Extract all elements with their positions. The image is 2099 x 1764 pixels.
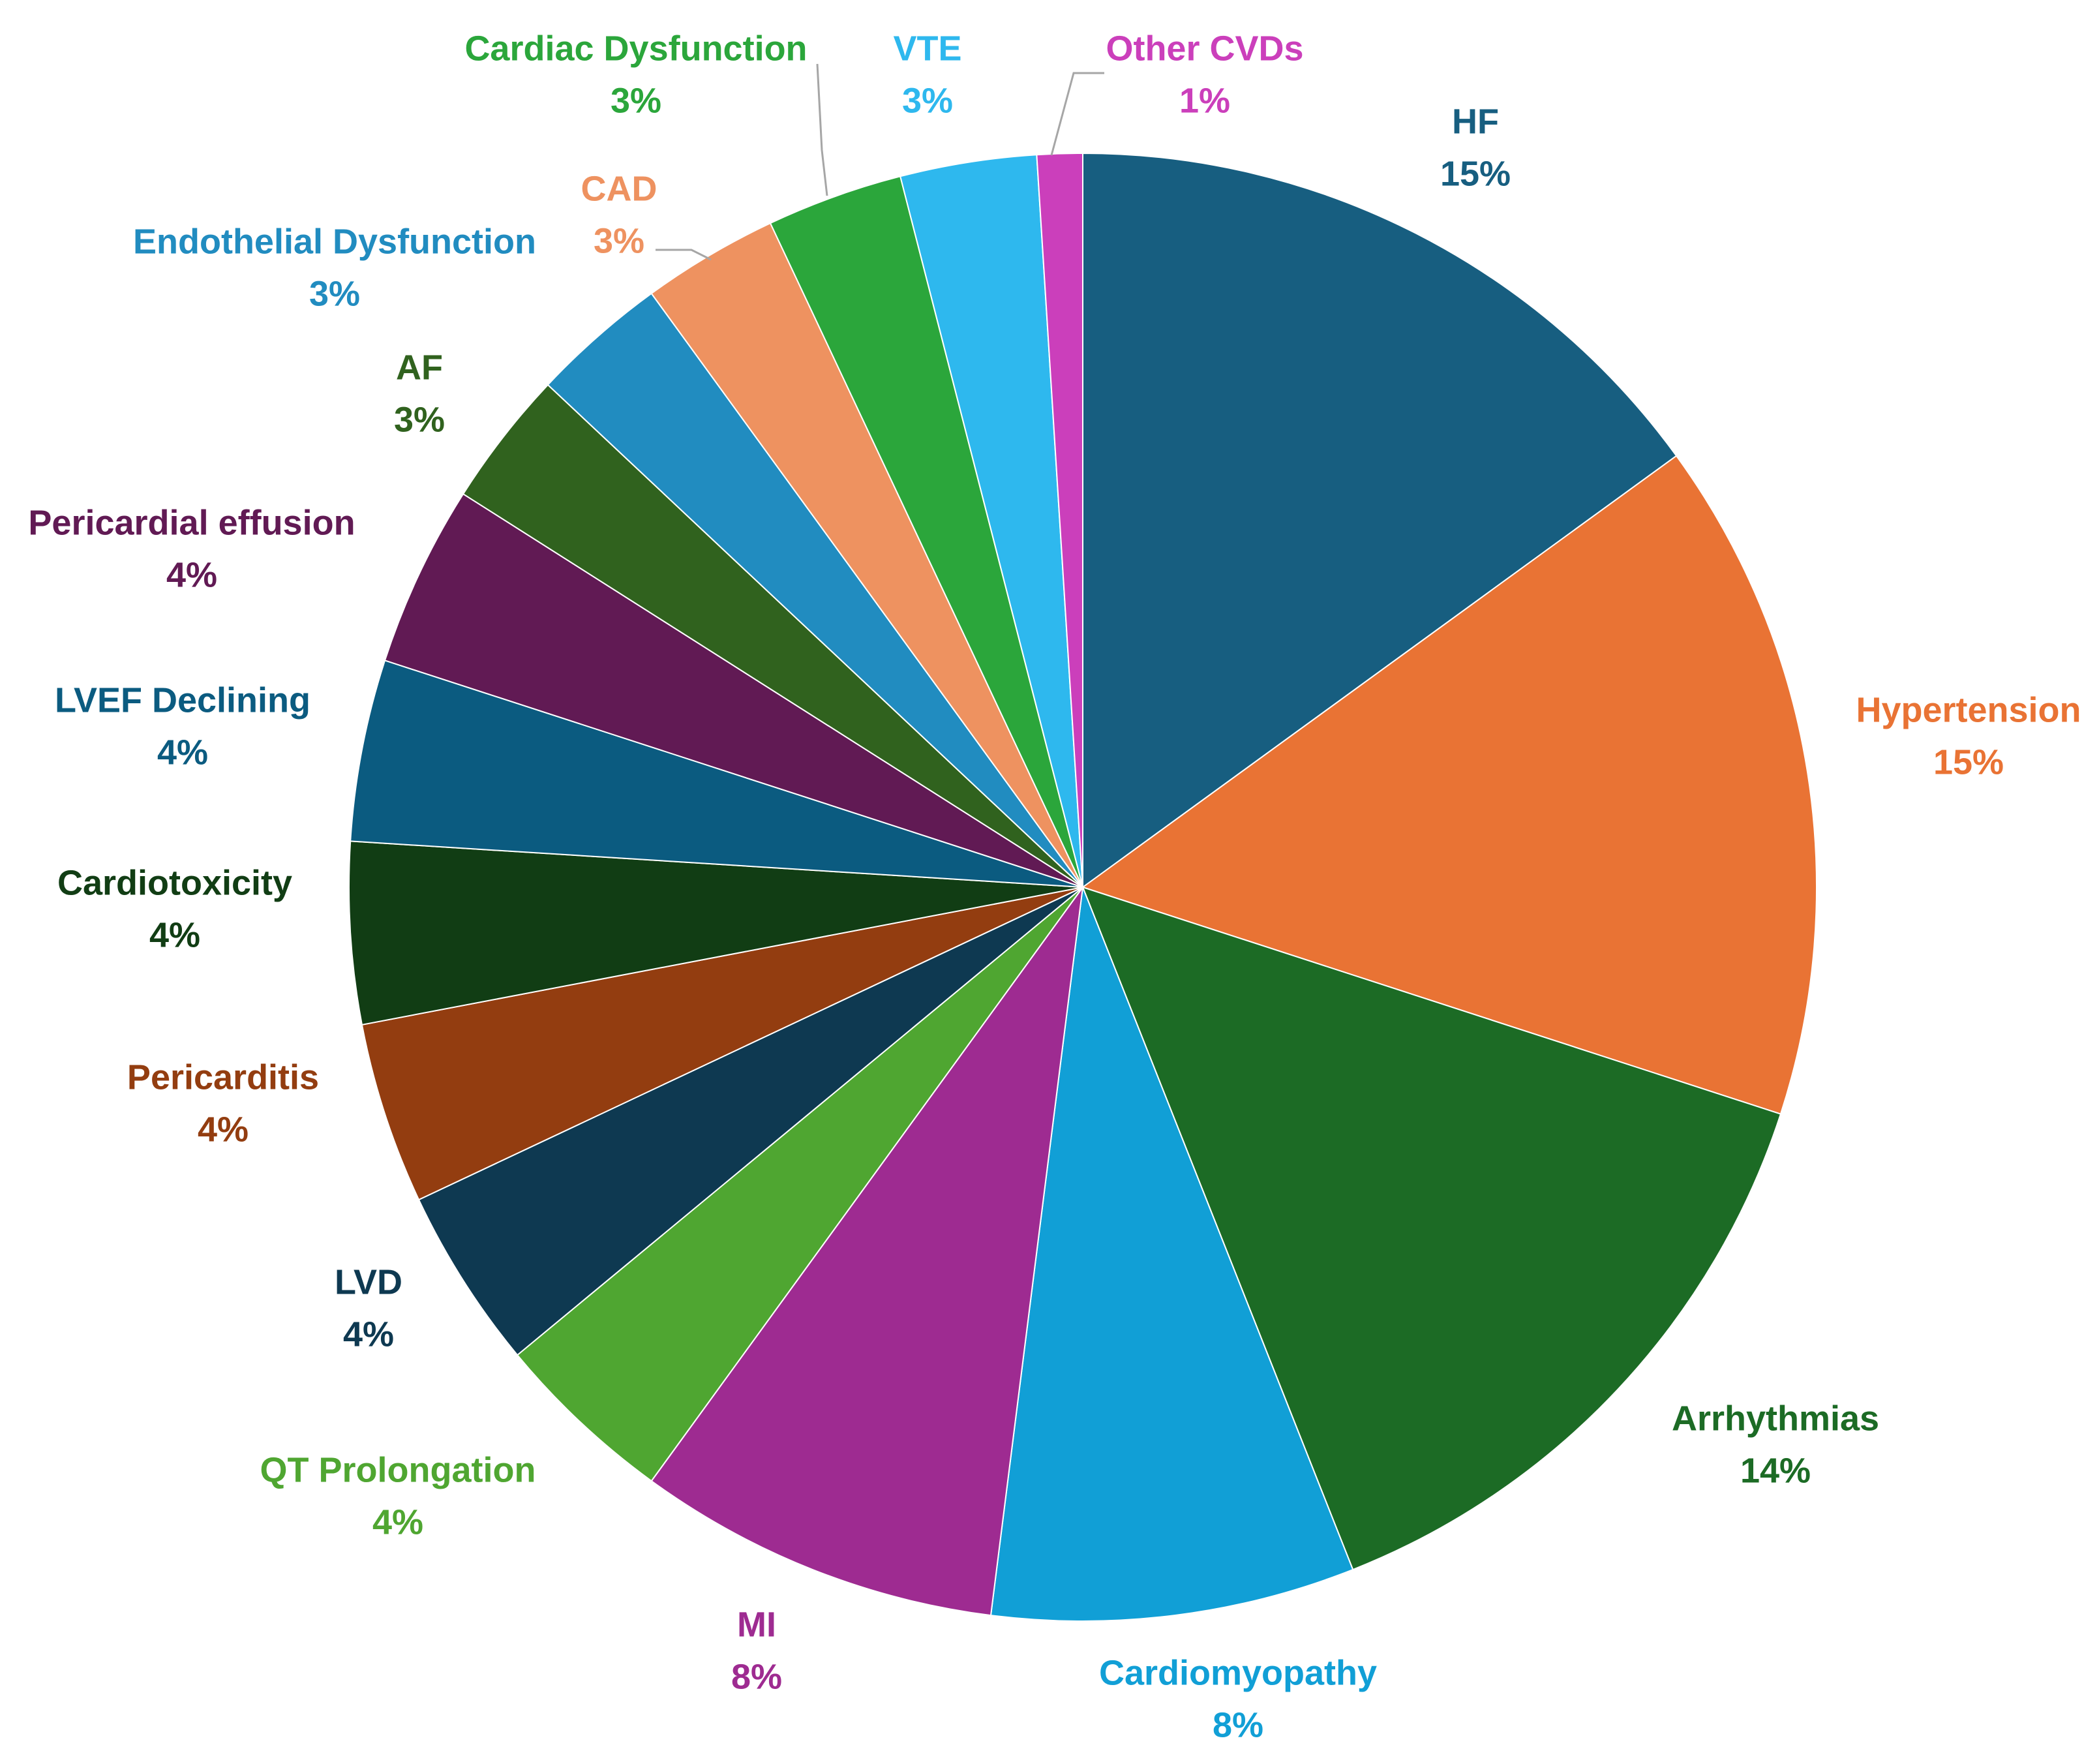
slice-label-cardiomyopathy: Cardiomyopathy xyxy=(1099,1653,1377,1692)
slice-label-hf: HF xyxy=(1452,102,1499,141)
leader-line-cad xyxy=(656,249,712,261)
pie-slices xyxy=(348,152,1817,1622)
slice-label-hypertension: Hypertension xyxy=(1856,690,2081,729)
pie-slice-arrhythmias xyxy=(1081,886,1782,1571)
slice-value-pericarditis: 4% xyxy=(198,1110,249,1149)
pie-slice-lvef-declining xyxy=(350,660,1083,888)
slice-value-other-cvds: 1% xyxy=(1179,81,1230,120)
pie-slice-qt-prolongation xyxy=(516,887,1083,1482)
pie-slice-hypertension xyxy=(1081,455,1817,1115)
slice-value-hf: 15% xyxy=(1440,154,1511,193)
leader-line-other-cvds xyxy=(1050,72,1104,156)
slice-value-cardiomyopathy: 8% xyxy=(1213,1705,1263,1744)
slice-label-cad: CAD xyxy=(581,169,657,208)
slice-value-lvef-declining: 4% xyxy=(157,733,208,772)
data-labels: HF 15% Hypertension 15% Arrhythmias 14% Cardio… xyxy=(28,29,2081,1744)
slice-value-pericardial-effusion: 4% xyxy=(166,555,217,594)
slice-value-cad: 3% xyxy=(594,221,644,260)
slice-value-mi: 8% xyxy=(731,1657,782,1696)
pie-slice-cardiotoxicity xyxy=(348,840,1083,1026)
slice-value-lvd: 4% xyxy=(343,1315,394,1354)
slice-value-af: 3% xyxy=(394,400,445,439)
slice-value-qt-prolongation: 4% xyxy=(372,1502,423,1542)
slice-value-endothelial-dysfunction: 3% xyxy=(309,274,360,313)
slice-label-mi: MI xyxy=(737,1605,776,1644)
slice-value-cardiotoxicity: 4% xyxy=(149,915,200,954)
slice-label-cardiac-dysfunction: Cardiac Dysfunction xyxy=(464,29,807,68)
pie-slice-mi xyxy=(650,887,1083,1617)
slice-label-other-cvds: Other CVDs xyxy=(1106,29,1303,68)
slice-label-pericardial-effusion: Pericardial effusion xyxy=(28,503,355,542)
pie-slice-cardiomyopathy xyxy=(989,887,1354,1622)
slice-label-endothelial-dysfunction: Endothelial Dysfunction xyxy=(133,222,536,261)
slice-label-vte: VTE xyxy=(893,29,961,68)
pie-slice-hf xyxy=(1082,152,1678,889)
slice-label-cardiotoxicity: Cardiotoxicity xyxy=(57,863,292,902)
slice-label-lvd: LVD xyxy=(335,1262,402,1301)
slice-value-arrhythmias: 14% xyxy=(1740,1451,1811,1490)
slice-label-arrhythmias: Arrhythmias xyxy=(1672,1399,1879,1438)
leader-line-cardiac-dysfunction xyxy=(816,63,828,196)
pie-slice-lvd xyxy=(417,887,1083,1356)
slice-value-cardiac-dysfunction: 3% xyxy=(611,81,661,120)
leader-lines xyxy=(656,63,1104,261)
slice-value-vte: 3% xyxy=(902,81,953,120)
pie-slice-pericardial-effusion xyxy=(384,493,1083,888)
pie-slice-pericarditis xyxy=(361,887,1083,1201)
slice-label-af: AF xyxy=(396,348,443,387)
slice-value-hypertension: 15% xyxy=(1933,742,2004,782)
pie-slice-other-cvds xyxy=(1036,152,1083,888)
slice-label-lvef-declining: LVEF Declining xyxy=(55,680,310,720)
slice-label-pericarditis: Pericarditis xyxy=(127,1057,319,1097)
slice-label-qt-prolongation: QT Prolongation xyxy=(260,1450,536,1489)
